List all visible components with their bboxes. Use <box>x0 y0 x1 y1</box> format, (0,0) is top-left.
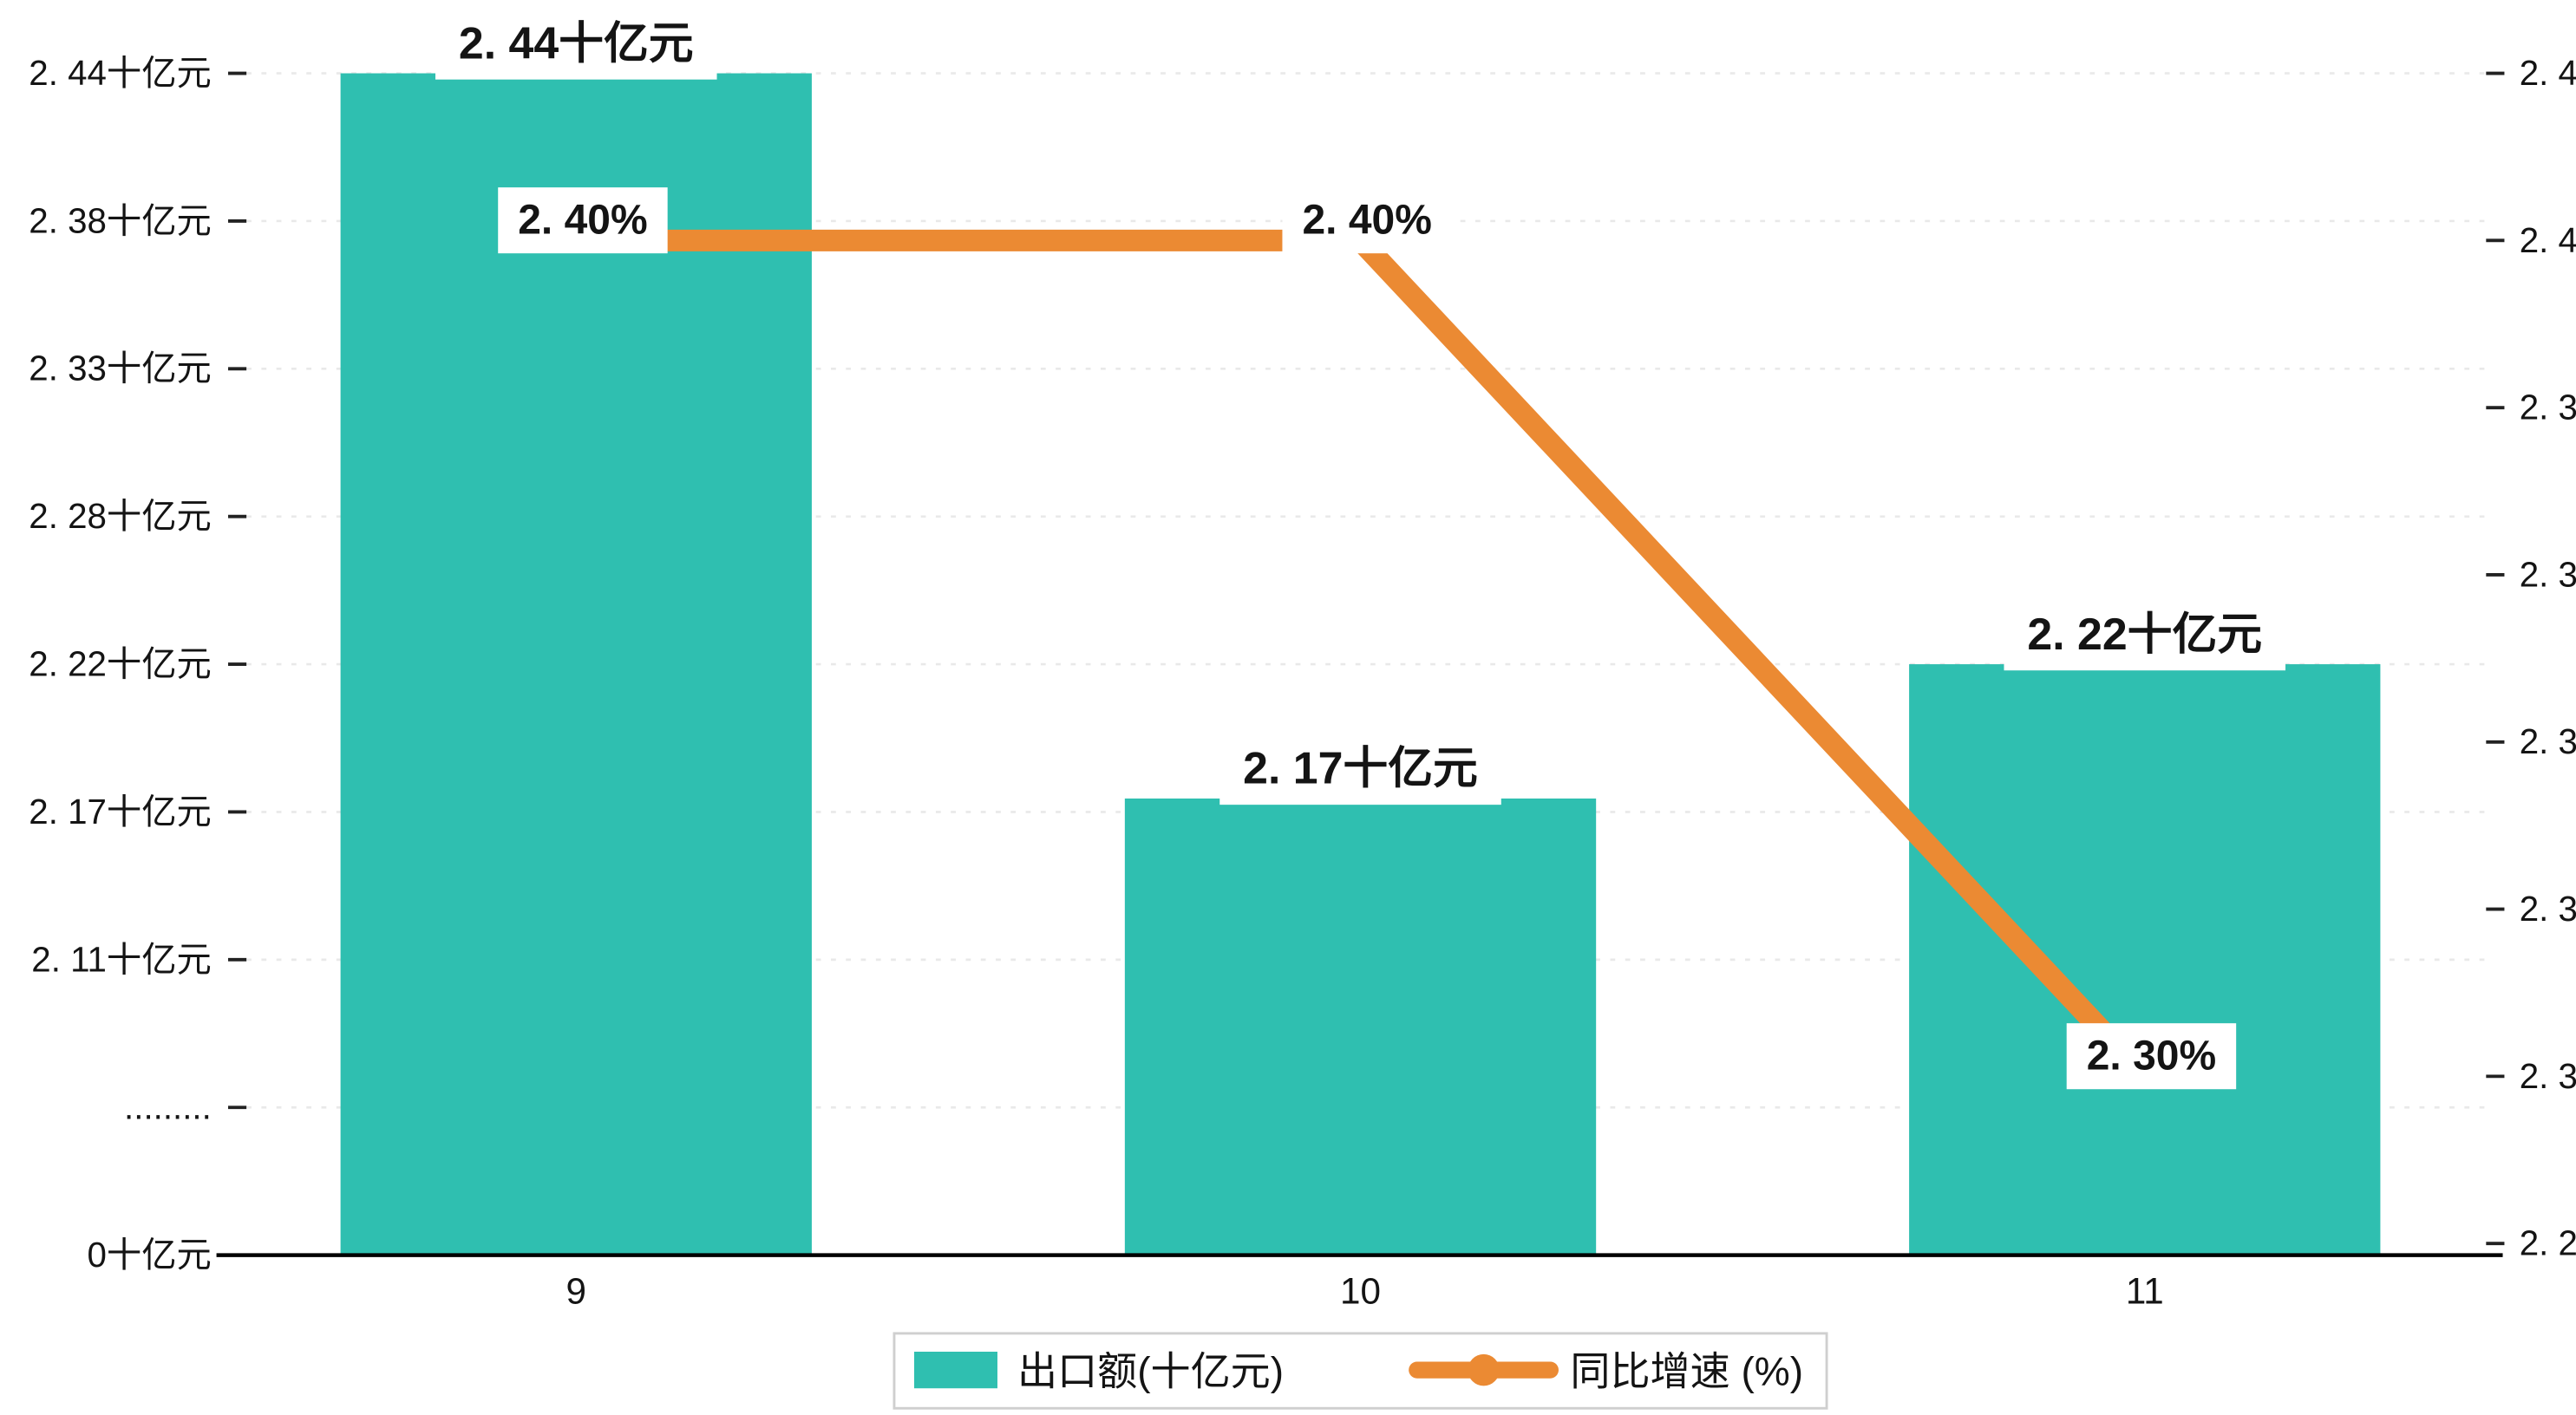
right-tick-label: 2. 42 <box>2520 54 2576 93</box>
legend-line-dot <box>1468 1353 1500 1386</box>
left-tick-label: 2. 11十亿元 <box>31 940 212 979</box>
label-background <box>2066 1023 2237 1090</box>
left-tick-label: 2. 44十亿元 <box>29 54 212 93</box>
bar-series <box>340 73 2381 1255</box>
axes: 2. 44十亿元 2. 38十亿元 2. 33十亿元 2. 28十亿元 2. 22十亿元… <box>29 54 2576 1311</box>
bar-month-10 <box>1124 798 1597 1255</box>
label-background <box>1282 187 1452 254</box>
x-tick-label: 9 <box>566 1270 586 1311</box>
right-tick-label: 2. 38 <box>2520 388 2576 427</box>
right-tick-label: 2. 32 <box>2520 890 2576 929</box>
right-tick-label: 2. 36 <box>2520 555 2576 594</box>
left-tick-label: 2. 28十亿元 <box>29 497 212 536</box>
left-tick-label: 2. 38十亿元 <box>29 201 212 240</box>
line-value-label: 2. 30% <box>2087 1034 2216 1079</box>
legend-bar-swatch <box>913 1351 997 1389</box>
data-labels: 2. 44十亿元 2. 17十亿元 2. 22十亿元 2. 40% 2. 40% 2. 3… <box>435 5 2286 1090</box>
bar-value-label: 2. 22十亿元 <box>2027 609 2262 659</box>
line-value-label: 2. 40% <box>1302 198 1431 244</box>
label-background <box>435 5 717 80</box>
label-background <box>498 187 668 254</box>
bar-value-label: 2. 44十亿元 <box>459 17 694 68</box>
bar-month-9 <box>340 73 812 1255</box>
bar-month-11 <box>1909 664 2381 1255</box>
left-tick-label: 0十亿元 <box>88 1236 212 1275</box>
x-tick-label: 10 <box>1340 1270 1381 1311</box>
label-background <box>2004 597 2286 671</box>
right-tick-label: 2. 28 <box>2520 1224 2576 1263</box>
left-tick-label: ......... <box>124 1088 212 1127</box>
right-tick-label: 2. 40 <box>2520 221 2576 260</box>
x-tick-label: 11 <box>2126 1270 2164 1311</box>
legend-bar-label: 出口额(十亿元) <box>1017 1348 1284 1393</box>
legend-line-label: 同比增速 (%) <box>1570 1348 1803 1393</box>
left-tick-label: 2. 17十亿元 <box>29 792 212 831</box>
label-background <box>1219 731 1501 805</box>
legend-box <box>892 1332 1828 1410</box>
left-tick-label: 2. 22十亿元 <box>29 645 212 684</box>
right-tick-label: 2. 30 <box>2520 1057 2576 1096</box>
line-value-label: 2. 40% <box>518 198 647 244</box>
right-tick-label: 2. 34 <box>2520 722 2576 761</box>
left-tick-label: 2. 33十亿元 <box>29 349 212 388</box>
legend: 出口额(十亿元) 同比增速 (%) <box>892 1332 1828 1410</box>
bar-value-label: 2. 17十亿元 <box>1243 743 1478 793</box>
